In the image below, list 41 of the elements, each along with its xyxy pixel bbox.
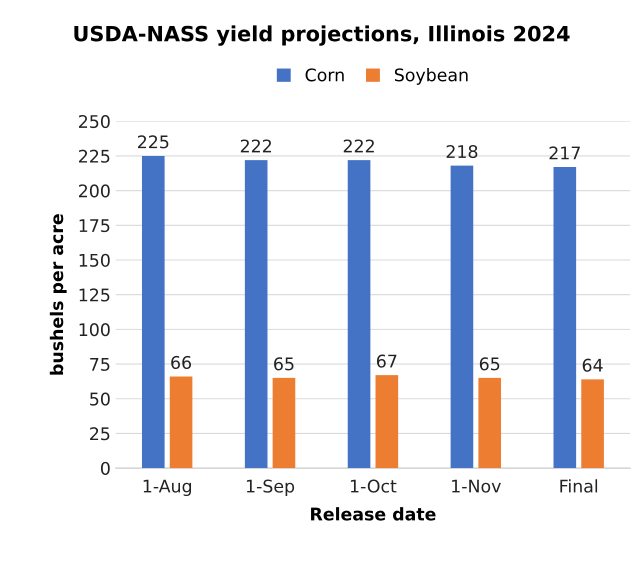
data-label: 64: [582, 358, 603, 372]
data-label: 225: [138, 135, 168, 148]
y-tick-label: 125: [80, 288, 110, 302]
data-label: 67: [376, 354, 396, 368]
data-label: 222: [344, 139, 374, 152]
bar: [450, 166, 474, 468]
legend-label: Soybean: [394, 68, 468, 85]
x-tick-label: Final: [560, 479, 598, 493]
data-label: 66: [171, 356, 192, 370]
bar: [348, 160, 370, 468]
bar: [581, 379, 604, 468]
bar: [376, 375, 398, 468]
x-tick-label: 1-Aug: [144, 480, 192, 496]
y-tick-label: 0: [100, 462, 110, 475]
y-axis-title: bushels per acre: [50, 214, 67, 375]
bar: [142, 156, 165, 468]
y-tick-label: 75: [90, 358, 110, 371]
x-tick-label: 1-Sep: [246, 480, 294, 496]
x-tick-label: 1-Oct: [350, 480, 396, 493]
y-tick-label: 175: [80, 219, 110, 232]
y-tick-label: 150: [80, 254, 110, 267]
bar: [478, 378, 502, 468]
data-label: 65: [274, 357, 294, 370]
data-label: 65: [480, 357, 500, 370]
bar: [170, 376, 192, 468]
legend-label: Corn: [306, 68, 344, 82]
y-tick-label: 250: [79, 114, 110, 128]
x-axis-title: Release date: [311, 507, 436, 521]
bar: [272, 378, 296, 468]
y-tick-label: 200: [79, 184, 110, 198]
y-tick-label: 50: [90, 392, 110, 406]
chart-title: USDA-NASS yield projections, Illinois 2024: [74, 25, 570, 46]
data-label: 218: [446, 144, 478, 158]
y-tick-label: 225: [79, 150, 110, 163]
x-tick-label: 1-Nov: [452, 480, 501, 493]
y-tick-label: 25: [90, 427, 110, 440]
data-label: 217: [550, 146, 580, 160]
data-label: 222: [240, 139, 271, 152]
y-tick-label: 100: [80, 323, 110, 336]
bar: [244, 160, 268, 468]
bar: [553, 167, 576, 468]
